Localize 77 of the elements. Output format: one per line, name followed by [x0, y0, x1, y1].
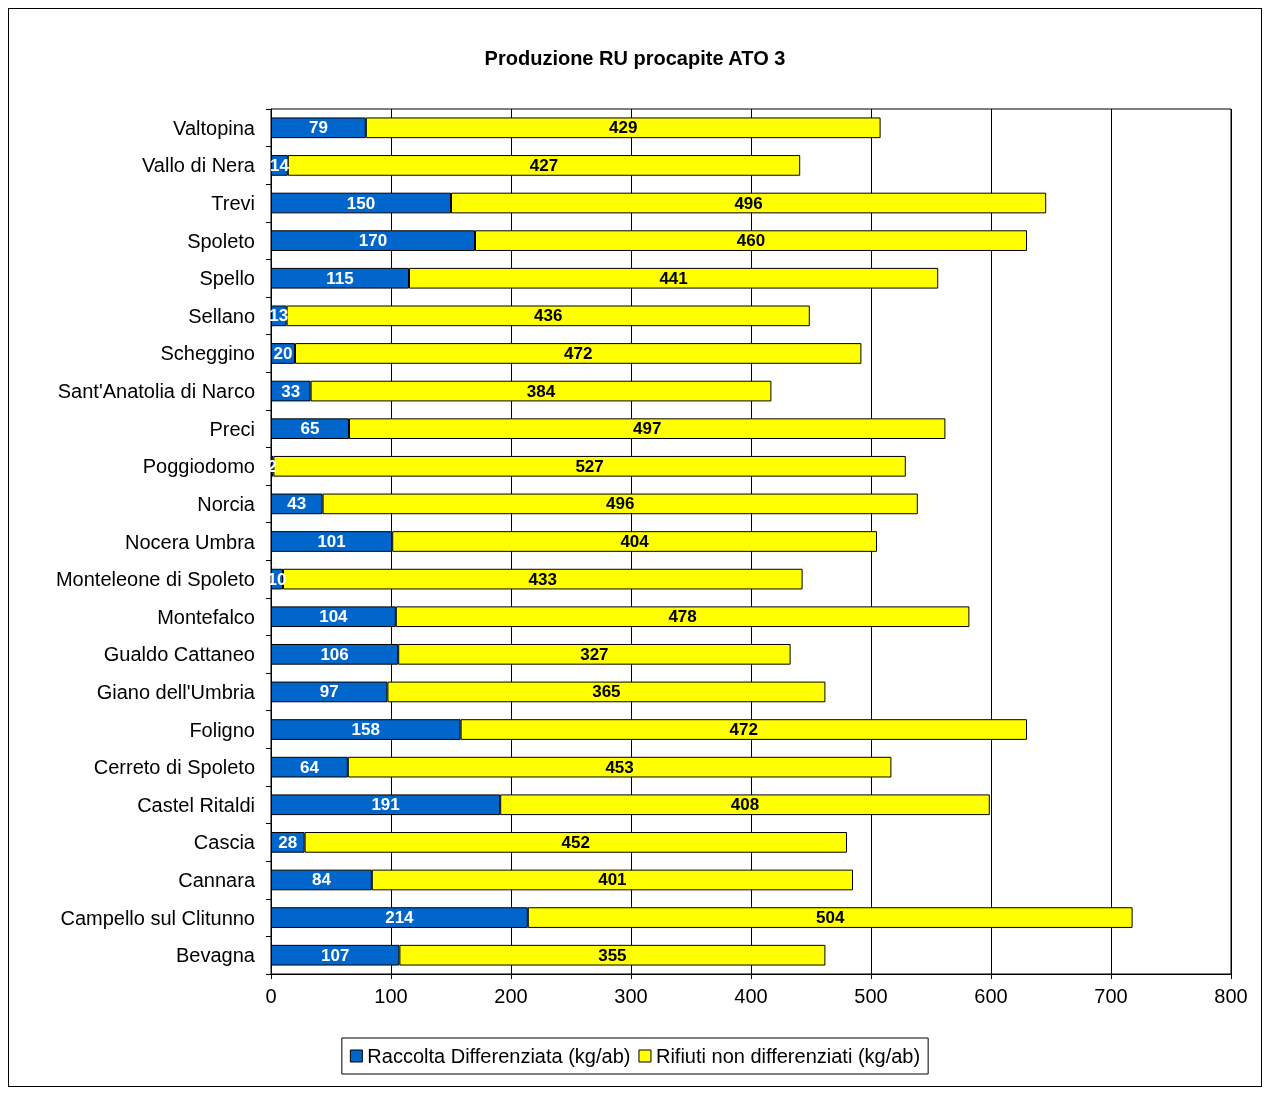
y-tick-label: Sellano — [188, 304, 255, 327]
data-label: 384 — [526, 381, 556, 401]
data-label: 20 — [273, 343, 293, 363]
data-label: 158 — [351, 720, 380, 740]
x-tick-label: 0 — [265, 985, 277, 1007]
y-tick-label: Monteleone di Spoleto — [55, 568, 255, 591]
data-label: 472 — [729, 720, 758, 740]
data-label: 436 — [534, 306, 563, 326]
y-tick-label: Bevagna — [176, 944, 256, 967]
x-tick-label: 200 — [494, 985, 528, 1007]
data-label: 433 — [528, 569, 557, 589]
data-label: 28 — [278, 832, 298, 852]
y-tick-label: Norcia — [197, 492, 256, 515]
legend-label: Raccolta Differenziata (kg/ab) — [367, 1045, 631, 1067]
data-label: 478 — [668, 607, 697, 627]
x-tick-label: 100 — [374, 985, 408, 1007]
y-tick-label: Spoleto — [187, 229, 255, 252]
data-label: 452 — [561, 832, 590, 852]
data-label: 453 — [605, 757, 634, 777]
data-label: 429 — [609, 118, 638, 138]
chart-title: Produzione RU procapite ATO 3 — [484, 47, 786, 69]
y-tick-label: Campello sul Clitunno — [60, 906, 255, 929]
y-tick-label: Sant'Anatolia di Narco — [57, 380, 255, 403]
data-label: 408 — [730, 795, 760, 815]
y-tick-label: Foligno — [189, 718, 255, 741]
data-label: 104 — [319, 607, 349, 627]
data-label: 401 — [598, 870, 627, 890]
x-tick-label: 600 — [974, 985, 1008, 1007]
data-label: 191 — [371, 795, 400, 815]
data-label: 64 — [299, 757, 320, 777]
data-label: 404 — [620, 532, 650, 551]
y-tick-label: Giano dell'Umbria — [96, 680, 256, 703]
y-tick-label: Vallo di Nera — [141, 154, 256, 177]
data-label: 107 — [321, 945, 350, 965]
y-tick-label: Preci — [209, 417, 255, 440]
data-label: 79 — [308, 118, 328, 138]
data-label: 65 — [300, 419, 320, 439]
y-tick-label: Castel Ritaldi — [137, 793, 255, 816]
data-label: 427 — [529, 155, 559, 175]
data-label: 441 — [659, 268, 688, 288]
data-label: 43 — [287, 494, 307, 514]
x-tick-label: 400 — [734, 985, 768, 1007]
y-tick-label: Gualdo Cattaneo — [103, 643, 255, 666]
data-label: 97 — [319, 682, 339, 702]
y-tick-label: Trevi — [211, 192, 255, 215]
y-tick-label: Montefalco — [157, 605, 255, 628]
data-label: 327 — [580, 644, 609, 664]
data-label: 115 — [326, 268, 354, 288]
y-tick-label: Nocera Umbra — [124, 530, 256, 553]
x-tick-label: 700 — [1094, 985, 1128, 1007]
data-label: 84 — [311, 870, 332, 890]
data-label: 355 — [598, 945, 627, 965]
y-tick-label: Spello — [199, 267, 255, 290]
y-tick-label: Cascia — [193, 831, 256, 854]
data-label: 460 — [736, 231, 766, 251]
data-label: 170 — [358, 231, 388, 251]
data-label: 472 — [564, 343, 593, 363]
y-tick-label: Poggiodomo — [142, 455, 255, 478]
y-tick-label: Cerreto di Spoleto — [93, 756, 255, 779]
legend-label: Rifiuti non differenziati (kg/ab) — [655, 1045, 921, 1067]
x-tick-label: 500 — [854, 985, 888, 1007]
data-label: 527 — [575, 456, 604, 476]
data-label: 150 — [346, 193, 376, 213]
y-tick-label: Cannara — [178, 868, 256, 891]
data-label: 101 — [317, 532, 346, 551]
data-label: 496 — [734, 193, 763, 213]
data-label: 497 — [633, 419, 662, 439]
data-label: 106 — [320, 644, 349, 664]
data-label: 365 — [592, 682, 621, 702]
data-label: 504 — [816, 908, 845, 928]
data-label: 33 — [281, 381, 301, 401]
data-label: 496 — [606, 494, 635, 514]
x-tick-label: 800 — [1214, 985, 1248, 1007]
y-tick-label: Valtopina — [173, 116, 256, 139]
data-label: 214 — [385, 908, 415, 928]
y-tick-label: Scheggino — [160, 342, 255, 365]
x-tick-label: 300 — [614, 985, 648, 1007]
